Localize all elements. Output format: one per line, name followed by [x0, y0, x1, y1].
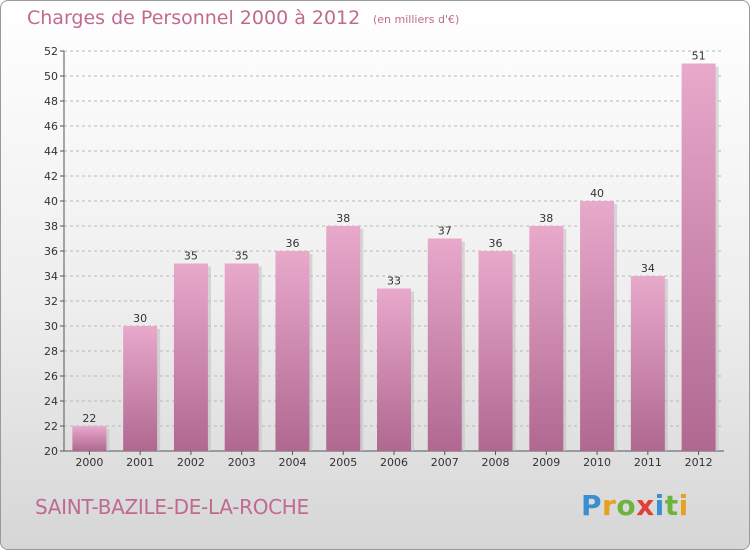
bar [681, 63, 716, 451]
y-tick-label: 48 [44, 95, 58, 108]
x-tick-label: 2004 [278, 456, 306, 469]
data-label: 38 [336, 212, 350, 225]
data-label: 37 [438, 225, 452, 238]
bar [580, 201, 615, 451]
bar [478, 251, 513, 451]
data-label: 34 [641, 262, 655, 275]
brand-letter: t [664, 489, 679, 522]
bar [72, 426, 107, 451]
data-label: 51 [692, 50, 706, 63]
data-label: 36 [489, 237, 503, 250]
bar [275, 251, 310, 451]
y-tick-label: 22 [44, 420, 58, 433]
brand-letter: i [678, 489, 689, 522]
data-label: 22 [82, 412, 96, 425]
bar [326, 226, 361, 451]
commune-name: SAINT-BAZILE-DE-LA-ROCHE [35, 495, 309, 519]
bar [630, 276, 665, 451]
bar [123, 326, 158, 451]
y-tick-label: 38 [44, 220, 58, 233]
x-tick-label: 2009 [532, 456, 560, 469]
y-tick-label: 50 [44, 70, 58, 83]
y-tick-label: 34 [44, 270, 58, 283]
data-label: 36 [285, 237, 299, 250]
x-tick-label: 2005 [329, 456, 357, 469]
chart-subtitle: (en milliers d'€) [373, 13, 460, 26]
x-tick-label: 2001 [126, 456, 154, 469]
y-tick-label: 24 [44, 395, 58, 408]
x-tick-label: 2003 [228, 456, 256, 469]
y-tick-label: 30 [44, 320, 58, 333]
bar [224, 263, 259, 451]
bar [427, 238, 462, 451]
y-tick-label: 46 [44, 120, 58, 133]
y-tick-label: 32 [44, 295, 58, 308]
data-label: 38 [539, 212, 553, 225]
brand-logo: Proxiti [581, 489, 689, 522]
x-tick-label: 2007 [431, 456, 459, 469]
data-label: 35 [235, 250, 249, 263]
y-tick-label: 40 [44, 195, 58, 208]
data-label: 33 [387, 275, 401, 288]
y-tick-label: 26 [44, 370, 58, 383]
y-tick-label: 36 [44, 245, 58, 258]
data-label: 40 [590, 187, 604, 200]
x-tick-label: 2006 [380, 456, 408, 469]
x-tick-label: 2010 [583, 456, 611, 469]
x-tick-label: 2011 [634, 456, 662, 469]
x-tick-label: 2000 [75, 456, 103, 469]
x-tick-label: 2012 [685, 456, 713, 469]
y-tick-label: 44 [44, 145, 58, 158]
y-tick-label: 42 [44, 170, 58, 183]
brand-letter: x [636, 489, 655, 522]
chart-title: Charges de Personnel 2000 à 2012 [27, 7, 361, 29]
data-label: 30 [133, 312, 147, 325]
brand-letter: P [581, 489, 603, 522]
data-label: 35 [184, 250, 198, 263]
brand-letter: i [654, 489, 665, 522]
y-tick-label: 28 [44, 345, 58, 358]
y-tick-label: 20 [44, 445, 58, 458]
bar [377, 288, 411, 451]
y-tick-label: 52 [44, 45, 58, 58]
x-tick-label: 2002 [177, 456, 205, 469]
bar [173, 263, 208, 451]
brand-letter: r [602, 489, 617, 522]
brand-letter: o [616, 489, 637, 522]
x-tick-label: 2008 [482, 456, 510, 469]
bar [529, 226, 564, 451]
